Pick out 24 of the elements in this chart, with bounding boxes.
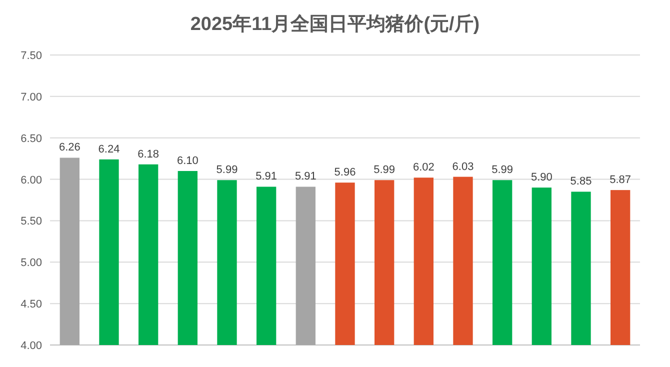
y-tick-label: 7.50 — [20, 50, 42, 62]
data-label: 6.26 — [58, 142, 80, 154]
data-label: 5.85 — [570, 176, 592, 188]
data-label: 5.99 — [374, 164, 396, 176]
data-label: 6.18 — [138, 148, 160, 160]
data-label: 5.87 — [610, 174, 632, 186]
y-tick-label: 6.00 — [20, 174, 42, 186]
chart-title: 2025年11月全国日平均猪价(元/斤) — [190, 13, 480, 35]
data-label: 5.99 — [492, 164, 514, 176]
data-label: 6.10 — [176, 155, 198, 167]
y-tick-label: 4.00 — [20, 340, 42, 352]
data-label: 5.90 — [530, 172, 552, 184]
y-tick-label: 6.50 — [20, 132, 42, 145]
y-tick-label: 5.00 — [20, 257, 42, 270]
data-label: 5.99 — [216, 164, 238, 176]
data-label: 5.96 — [334, 166, 356, 179]
data-label: 6.02 — [412, 162, 434, 174]
data-label: 5.91 — [256, 170, 278, 183]
y-tick-label: 4.50 — [20, 298, 42, 311]
y-tick-label: 7.00 — [20, 91, 42, 104]
data-label: 5.91 — [294, 170, 316, 183]
y-tick-label: 5.50 — [20, 216, 42, 228]
data-label: 6.24 — [98, 143, 120, 156]
data-label: 6.03 — [452, 160, 474, 173]
